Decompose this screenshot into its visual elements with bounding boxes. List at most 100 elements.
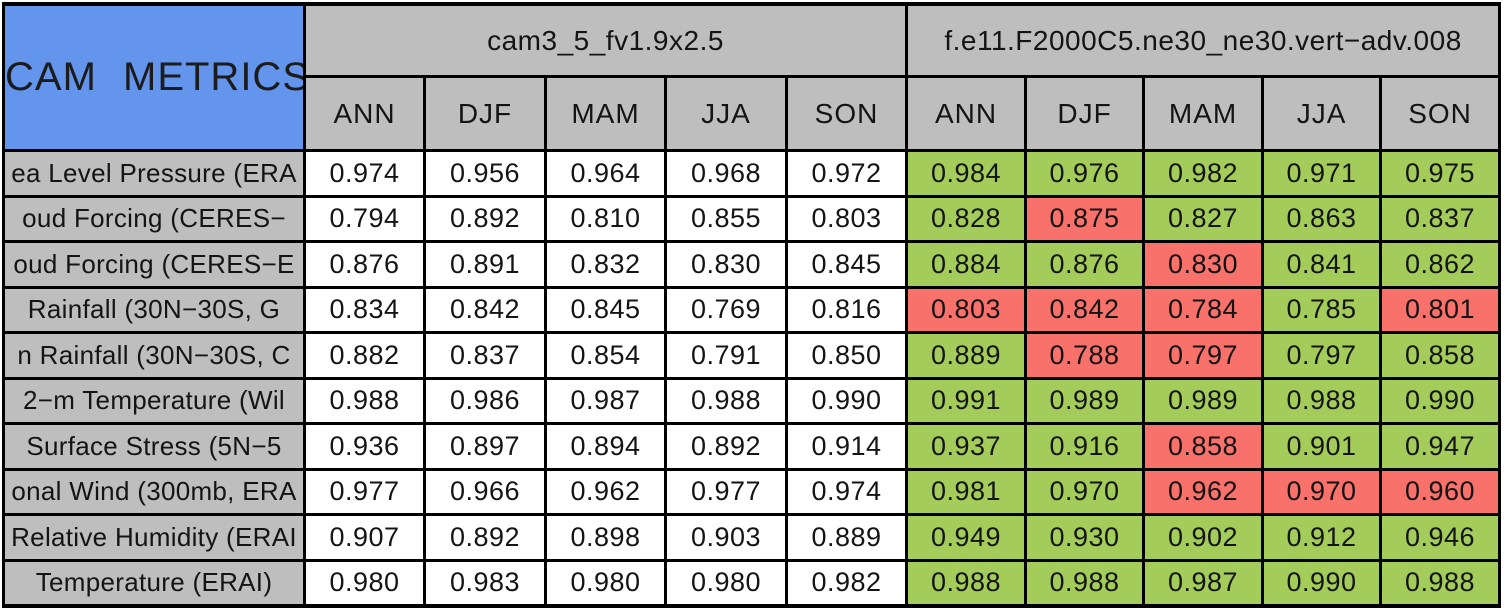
metric-value-cell-case1: 0.891 (423, 240, 547, 289)
metric-value-cell-case2: 0.862 (1379, 240, 1502, 289)
metrics-table-body: ea Level Pressure (ERA 0.974 0.956 0.964 0.9… (2, 149, 1502, 608)
season-header: ANN (303, 75, 426, 152)
metric-value-cell-case2: 0.982 (1142, 149, 1265, 198)
metric-value-cell-case1: 0.966 (423, 467, 547, 516)
metric-value-cell-case2: 0.830 (1142, 240, 1265, 289)
metric-value-cell-case1: 0.845 (544, 285, 667, 334)
table-title-cell: CAM METRICS (2, 2, 306, 152)
row-label: n Rainfall (30N−30S, C (2, 331, 306, 380)
metric-value-cell-case2: 0.937 (905, 422, 1028, 471)
metric-value-cell-case1: 0.834 (303, 285, 426, 334)
metric-value-cell-case1: 0.855 (664, 194, 788, 243)
model-header-1: cam3_5_fv1.9x2.5 (302, 2, 909, 78)
metric-value-cell-case1: 0.988 (664, 376, 788, 425)
metric-value-cell-case1: 0.903 (664, 513, 788, 562)
metric-value-cell-case1: 0.962 (544, 467, 667, 516)
metric-value-cell-case1: 0.977 (664, 467, 788, 516)
metric-value-cell-case1: 0.842 (423, 285, 547, 334)
metric-value-cell-case2: 0.976 (1024, 149, 1146, 198)
metric-value-cell-case1: 0.982 (784, 558, 909, 608)
metric-value-cell-case2: 0.858 (1379, 331, 1502, 380)
metric-value-cell-case1: 0.980 (544, 558, 667, 608)
metric-value-cell-case2: 0.960 (1379, 467, 1502, 516)
metric-value-cell-case1: 0.803 (784, 194, 909, 243)
metric-value-cell-case2: 0.989 (1024, 376, 1146, 425)
metric-value-cell-case1: 0.914 (784, 422, 909, 471)
row-label: Surface Stress (5N−5 (2, 422, 306, 471)
metric-value-cell-case2: 0.990 (1261, 558, 1383, 608)
metric-value-cell-case1: 0.830 (664, 240, 788, 289)
metric-value-cell-case2: 0.912 (1261, 513, 1383, 562)
metric-value-cell-case2: 0.788 (1024, 331, 1146, 380)
metric-value-cell-case2: 0.841 (1261, 240, 1383, 289)
metric-value-cell-case1: 0.977 (303, 467, 426, 516)
metric-value-cell-case2: 0.975 (1379, 149, 1502, 198)
metric-value-cell-case1: 0.956 (423, 149, 547, 198)
row-label: Relative Humidity (ERAI (2, 513, 306, 562)
row-label: Rainfall (30N−30S, G (2, 285, 306, 334)
metric-value-cell-case2: 0.828 (905, 194, 1028, 243)
metric-value-cell-case1: 0.936 (303, 422, 426, 471)
season-header: JJA (1261, 75, 1383, 152)
metric-value-cell-case1: 0.964 (544, 149, 667, 198)
metric-value-cell-case2: 0.984 (905, 149, 1028, 198)
metric-value-cell-case2: 0.930 (1024, 513, 1146, 562)
season-header: SON (784, 75, 909, 152)
metric-value-cell-case2: 0.797 (1142, 331, 1265, 380)
table-row: ea Level Pressure (ERA 0.974 0.956 0.964 0.9… (2, 149, 1502, 198)
metric-value-cell-case1: 0.889 (784, 513, 909, 562)
metric-value-cell-case2: 0.876 (1024, 240, 1146, 289)
metric-value-cell-case2: 0.842 (1024, 285, 1146, 334)
metric-value-cell-case2: 0.981 (905, 467, 1028, 516)
metric-value-cell-case1: 0.854 (544, 331, 667, 380)
metric-value-cell-case1: 0.986 (423, 376, 547, 425)
metric-value-cell-case2: 0.987 (1142, 558, 1265, 608)
table-row: n Rainfall (30N−30S, C 0.882 0.837 0.854 0.7… (2, 331, 1502, 380)
season-header: MAM (1142, 75, 1265, 152)
metric-value-cell-case2: 0.884 (905, 240, 1028, 289)
metric-value-cell-case1: 0.983 (423, 558, 547, 608)
metric-value-cell-case1: 0.987 (544, 376, 667, 425)
metric-value-cell-case2: 0.785 (1261, 285, 1383, 334)
metric-value-cell-case1: 0.980 (303, 558, 426, 608)
season-header: DJF (423, 75, 547, 152)
metric-value-cell-case2: 0.784 (1142, 285, 1265, 334)
metric-value-cell-case1: 0.907 (303, 513, 426, 562)
metric-value-cell-case1: 0.898 (544, 513, 667, 562)
metric-value-cell-case2: 0.947 (1379, 422, 1502, 471)
metric-value-cell-case1: 0.897 (423, 422, 547, 471)
metric-value-cell-case2: 0.962 (1142, 467, 1265, 516)
metric-value-cell-case2: 0.889 (905, 331, 1028, 380)
table-row: onal Wind (300mb, ERA 0.977 0.966 0.962 0.97… (2, 467, 1502, 516)
metric-value-cell-case2: 0.988 (905, 558, 1028, 608)
metric-value-cell-case1: 0.892 (423, 513, 547, 562)
metric-value-cell-case2: 0.970 (1261, 467, 1383, 516)
metric-value-cell-case2: 0.989 (1142, 376, 1265, 425)
metric-value-cell-case2: 0.991 (905, 376, 1028, 425)
metric-value-cell-case2: 0.946 (1379, 513, 1502, 562)
metric-value-cell-case2: 0.916 (1024, 422, 1146, 471)
table-row: Temperature (ERAI) 0.980 0.983 0.980 0.980 0.… (2, 558, 1502, 608)
metric-value-cell-case2: 0.797 (1261, 331, 1383, 380)
metric-value-cell-case2: 0.971 (1261, 149, 1383, 198)
metric-value-cell-case2: 0.858 (1142, 422, 1265, 471)
model-header-row: CAM METRICS cam3_5_fv1.9x2.5 f.e11.F2000… (2, 2, 1502, 152)
season-header: ANN (905, 75, 1028, 152)
table-row: Surface Stress (5N−5 0.936 0.897 0.894 0.892… (2, 422, 1502, 471)
metric-value-cell-case1: 0.968 (664, 149, 788, 198)
metric-value-cell-case1: 0.974 (303, 149, 426, 198)
table-row: oud Forcing (CERES−E 0.876 0.891 0.832 0.830… (2, 240, 1502, 289)
metric-value-cell-case1: 0.816 (784, 285, 909, 334)
season-header: SON (1379, 75, 1502, 152)
metric-value-cell-case1: 0.892 (664, 422, 788, 471)
row-label: Temperature (ERAI) (2, 558, 306, 608)
metric-value-cell-case1: 0.894 (544, 422, 667, 471)
metric-value-cell-case2: 0.988 (1261, 376, 1383, 425)
table-row: Rainfall (30N−30S, G 0.834 0.842 0.845 0.769… (2, 285, 1502, 334)
table-row: Relative Humidity (ERAI 0.907 0.892 0.898 0.… (2, 513, 1502, 562)
metric-value-cell-case1: 0.972 (784, 149, 909, 198)
metric-value-cell-case1: 0.882 (303, 331, 426, 380)
metric-value-cell-case2: 0.827 (1142, 194, 1265, 243)
